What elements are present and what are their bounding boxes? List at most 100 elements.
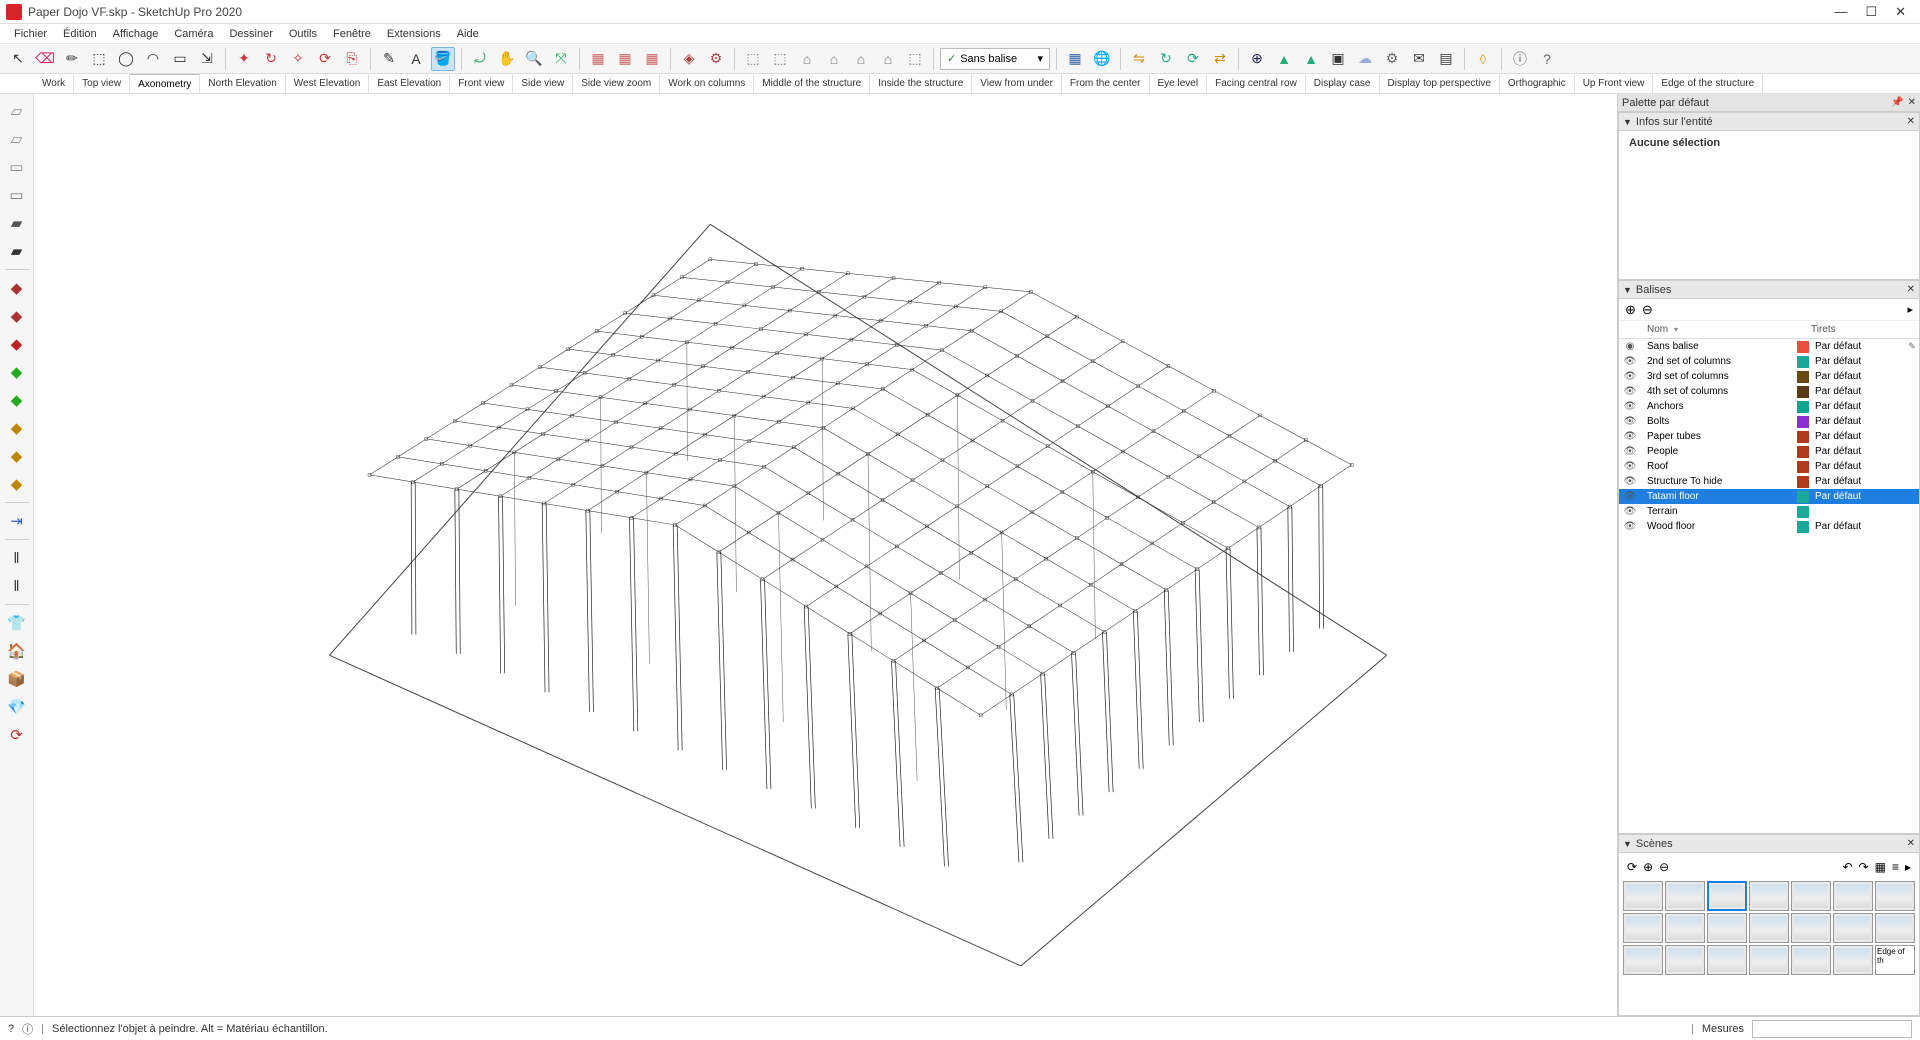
left-tool-4[interactable]: ▰ bbox=[4, 210, 30, 236]
scene-thumb-20[interactable]: Edge of th bbox=[1875, 945, 1915, 975]
menu-aide[interactable]: Aide bbox=[449, 28, 487, 40]
left-tool-23[interactable]: 📦 bbox=[4, 666, 30, 692]
scene-thumb-4[interactable] bbox=[1791, 881, 1831, 911]
modify-0[interactable]: ✦ bbox=[232, 47, 256, 71]
draw-0[interactable]: ✎ bbox=[377, 47, 401, 71]
scene-thumb-15[interactable] bbox=[1665, 945, 1705, 975]
tag-row-1[interactable]: 👁2nd set of columnsPar défaut bbox=[1619, 354, 1919, 369]
tag-color-swatch[interactable] bbox=[1797, 401, 1809, 413]
scene-thumb-3[interactable] bbox=[1749, 881, 1789, 911]
panel-close-icon[interactable]: ✕ bbox=[1907, 116, 1915, 127]
maximize-button[interactable]: ☐ bbox=[1865, 4, 1877, 20]
tag-visibility-icon[interactable]: 👁 bbox=[1619, 401, 1641, 412]
tag-visibility-icon[interactable]: 👁 bbox=[1619, 491, 1641, 502]
scene-tab-17[interactable]: Display top perspective bbox=[1380, 74, 1500, 93]
cam-5[interactable]: ⌂ bbox=[876, 47, 900, 71]
minimize-button[interactable]: — bbox=[1834, 4, 1847, 20]
scene-thumb-16[interactable] bbox=[1707, 945, 1747, 975]
tag-visibility-icon[interactable]: 👁 bbox=[1619, 371, 1641, 382]
menu-fichier[interactable]: Fichier bbox=[6, 28, 55, 40]
left-tool-9[interactable]: ◆ bbox=[4, 331, 30, 357]
tray-close-icon[interactable]: ✕ bbox=[1908, 97, 1916, 108]
modify-1[interactable]: ↻ bbox=[259, 47, 283, 71]
viewport[interactable] bbox=[34, 94, 1618, 1016]
tag-color-swatch[interactable] bbox=[1797, 476, 1809, 488]
tag-dash[interactable]: Par défaut bbox=[1813, 401, 1905, 412]
scene-thumb-14[interactable] bbox=[1623, 945, 1663, 975]
cloud-6[interactable]: ✉ bbox=[1407, 47, 1431, 71]
scene-prev-icon[interactable]: ↶ bbox=[1842, 860, 1852, 874]
scene-thumb-10[interactable] bbox=[1749, 913, 1789, 943]
left-tool-1[interactable]: ▱ bbox=[4, 126, 30, 152]
tool-5[interactable]: ◠ bbox=[141, 47, 165, 71]
menu-dessiner[interactable]: Dessiner bbox=[221, 28, 280, 40]
scene-tab-4[interactable]: West Elevation bbox=[286, 74, 370, 93]
ext-1[interactable]: 🌐 bbox=[1090, 47, 1114, 71]
scene-add-icon[interactable]: ⊕ bbox=[1643, 860, 1653, 874]
scene-thumb-5[interactable] bbox=[1833, 881, 1873, 911]
scene-tab-8[interactable]: Side view zoom bbox=[573, 74, 660, 93]
menu-affichage[interactable]: Affichage bbox=[105, 28, 167, 40]
tag-dash[interactable]: Par défaut bbox=[1813, 431, 1905, 442]
modify-3[interactable]: ⟳ bbox=[313, 47, 337, 71]
help-icon[interactable]: ? bbox=[8, 1023, 14, 1035]
tag-dash[interactable]: Par défaut bbox=[1813, 416, 1905, 427]
tool-3[interactable]: ⬚ bbox=[87, 47, 111, 71]
tag-color-swatch[interactable] bbox=[1797, 431, 1809, 443]
tag-dash[interactable]: Par défaut bbox=[1813, 491, 1905, 502]
sync-0[interactable]: ⇋ bbox=[1127, 47, 1151, 71]
tag-visibility-icon[interactable]: 👁 bbox=[1619, 506, 1641, 517]
tag-row-4[interactable]: 👁AnchorsPar défaut bbox=[1619, 399, 1919, 414]
tray-header[interactable]: Palette par défaut 📌✕ bbox=[1618, 94, 1920, 112]
tool-4[interactable]: ◯ bbox=[114, 47, 138, 71]
tags-menu-icon[interactable]: ▸ bbox=[1907, 303, 1913, 316]
left-tool-8[interactable]: ◆ bbox=[4, 303, 30, 329]
tag-row-6[interactable]: 👁Paper tubesPar défaut bbox=[1619, 429, 1919, 444]
left-tool-25[interactable]: ⟳ bbox=[4, 722, 30, 748]
tag-visibility-icon[interactable]: 👁 bbox=[1619, 446, 1641, 457]
view-2[interactable]: ▦ bbox=[640, 47, 664, 71]
scene-next-icon[interactable]: ↷ bbox=[1859, 860, 1869, 874]
scene-thumb-0[interactable] bbox=[1623, 881, 1663, 911]
info-icon[interactable]: ⓘ bbox=[22, 1021, 33, 1037]
tag-visibility-icon[interactable]: ◉ bbox=[1619, 341, 1641, 352]
tag-dash[interactable]: Par défaut bbox=[1813, 356, 1905, 367]
tag-color-swatch[interactable] bbox=[1797, 461, 1809, 473]
scene-thumb-19[interactable] bbox=[1833, 945, 1873, 975]
scene-tab-1[interactable]: Top view bbox=[74, 74, 130, 93]
scene-tab-10[interactable]: Middle of the structure bbox=[754, 74, 870, 93]
cam-6[interactable]: ⬚ bbox=[903, 47, 927, 71]
tag-color-swatch[interactable] bbox=[1797, 506, 1809, 518]
tag-visibility-icon[interactable]: 👁 bbox=[1619, 476, 1641, 487]
left-tool-16[interactable]: ⇥ bbox=[4, 508, 30, 534]
tag-visibility-icon[interactable]: 👁 bbox=[1619, 386, 1641, 397]
tag-dash[interactable]: Par défaut bbox=[1813, 461, 1905, 472]
tool-0[interactable]: ↖ bbox=[6, 47, 30, 71]
remove-tag-icon[interactable]: ⊖ bbox=[1642, 302, 1653, 318]
col-dash[interactable]: Tirets bbox=[1811, 324, 1919, 335]
tag-selector[interactable]: ✓Sans balise▾ bbox=[940, 48, 1050, 70]
scene-tab-11[interactable]: Inside the structure bbox=[870, 74, 972, 93]
tag-row-3[interactable]: 👁4th set of columnsPar défaut bbox=[1619, 384, 1919, 399]
scene-settings-icon[interactable]: ≡ bbox=[1892, 860, 1899, 874]
modify-2[interactable]: ✧ bbox=[286, 47, 310, 71]
add-tag-icon[interactable]: ⊕ bbox=[1625, 302, 1636, 318]
scene-thumb-11[interactable] bbox=[1791, 913, 1831, 943]
cam-2[interactable]: ⌂ bbox=[795, 47, 819, 71]
tag-row-11[interactable]: 👁Terrain bbox=[1619, 504, 1919, 519]
tag-dash[interactable]: Par défaut bbox=[1813, 371, 1905, 382]
left-tool-7[interactable]: ◆ bbox=[4, 275, 30, 301]
menu-caméra[interactable]: Caméra bbox=[166, 28, 221, 40]
tag-color-swatch[interactable] bbox=[1797, 446, 1809, 458]
tool-1[interactable]: ⌫ bbox=[33, 47, 57, 71]
scene-tab-15[interactable]: Facing central row bbox=[1207, 74, 1306, 93]
tag-dash[interactable]: Par défaut bbox=[1813, 521, 1905, 532]
scene-thumb-6[interactable] bbox=[1875, 881, 1915, 911]
tag-row-7[interactable]: 👁PeoplePar défaut bbox=[1619, 444, 1919, 459]
scene-thumb-2[interactable] bbox=[1707, 881, 1747, 911]
scene-thumb-8[interactable] bbox=[1665, 913, 1705, 943]
tag-edit-icon[interactable]: ✎ bbox=[1905, 341, 1919, 352]
menu-édition[interactable]: Édition bbox=[55, 28, 105, 40]
tag-row-9[interactable]: 👁Structure To hidePar défaut bbox=[1619, 474, 1919, 489]
view-0[interactable]: ▦ bbox=[586, 47, 610, 71]
